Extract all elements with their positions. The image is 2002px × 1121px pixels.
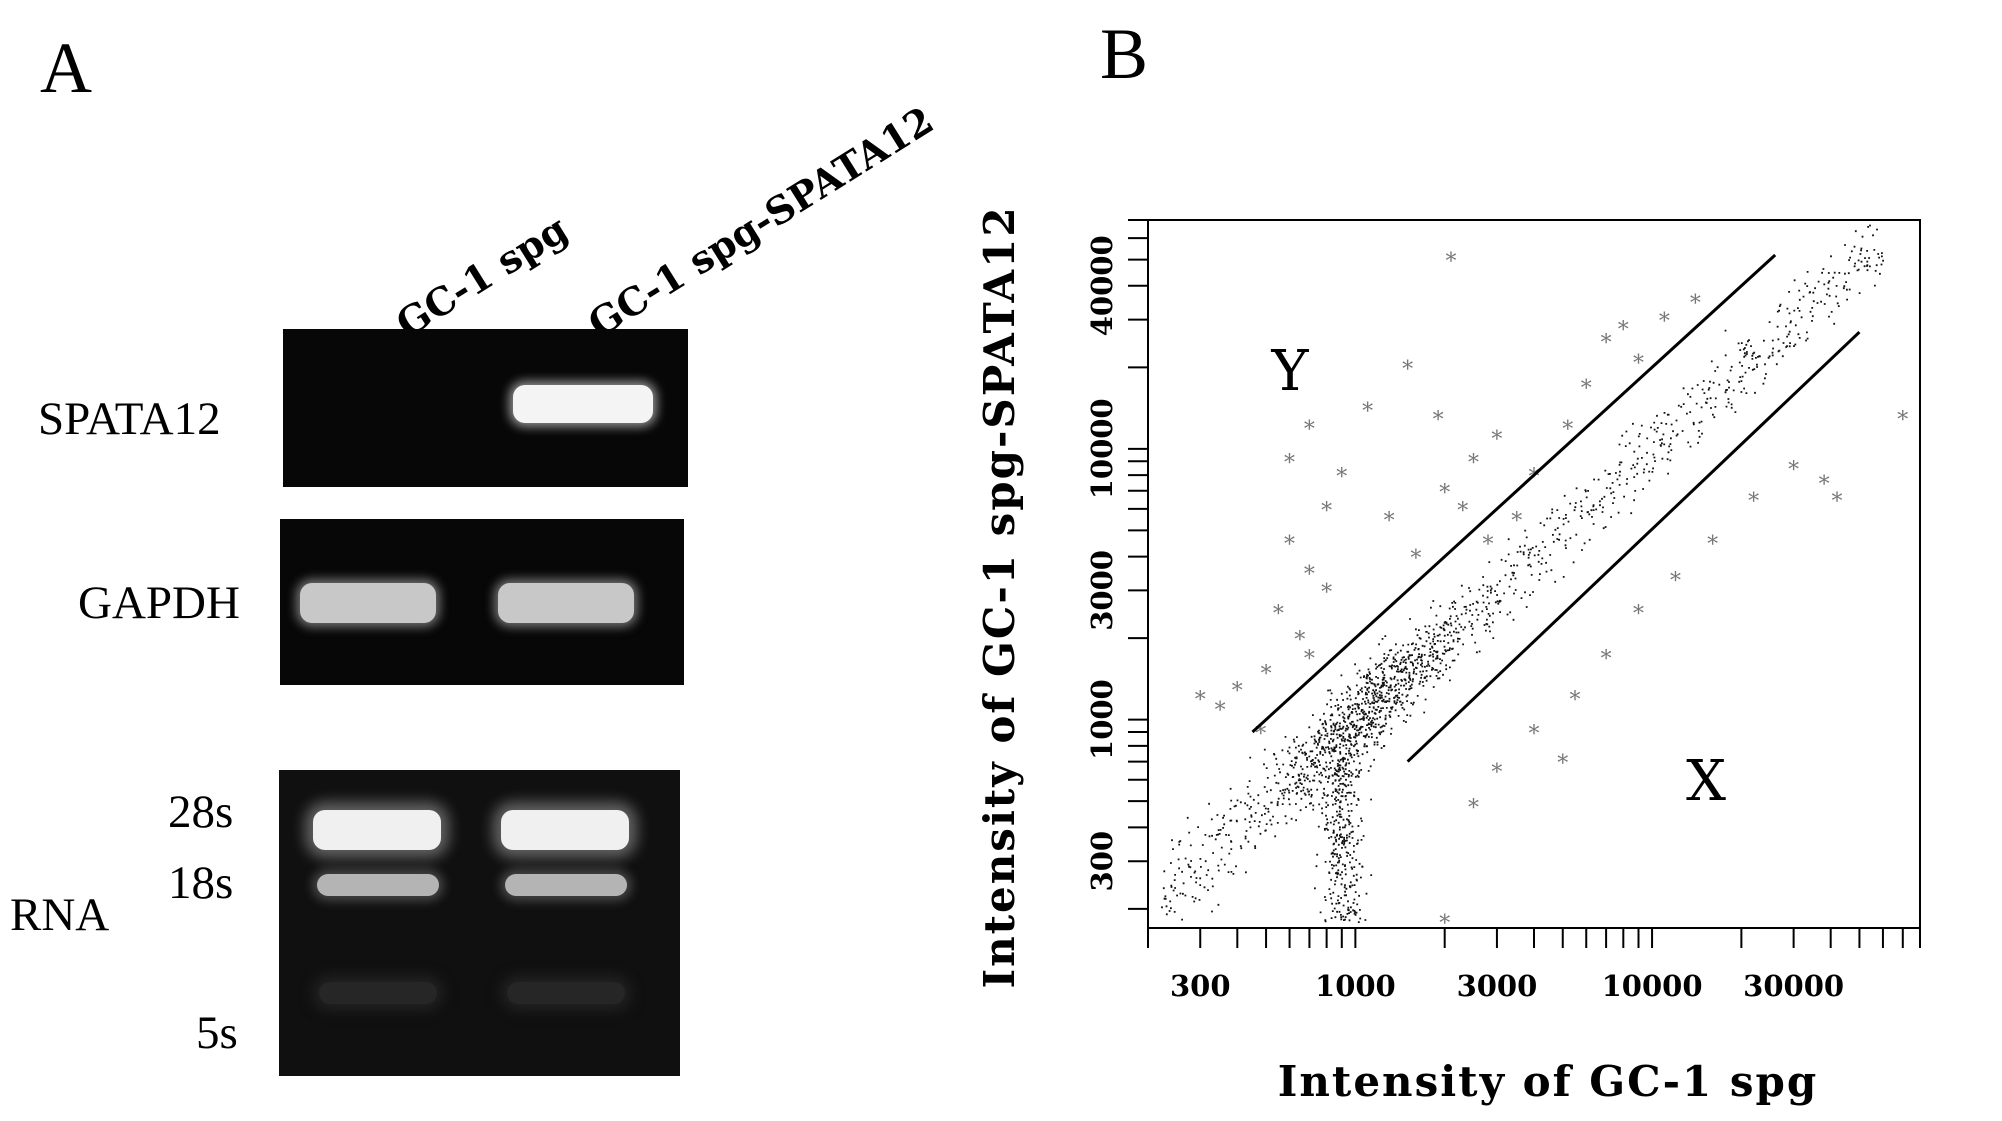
region-label-y: Y [1271,339,1310,404]
x-tick-label: 30000 [1743,969,1844,1003]
outlier-marker: * [1788,458,1799,483]
row-label-rna: RNA [10,889,110,941]
outlier-marker: * [1304,647,1315,672]
outlier-marker: * [1618,318,1629,343]
outlier-marker: * [1601,331,1612,356]
y-tick-label: 300 [1085,831,1119,892]
band-5s-lane2 [507,982,625,1004]
x-tick-label: 10000 [1602,969,1703,1003]
region-label-x: X [1686,749,1726,814]
band-label-18s: 18s [168,857,234,909]
outlier-marker: * [1261,662,1272,687]
band-5s-lane1 [319,982,437,1004]
outlier-marker: * [1232,679,1243,704]
outlier-marker: * [1284,451,1295,476]
cutoff-lines [1251,253,1861,763]
outlier-marker: * [1195,688,1206,713]
cutoff-line-upper [1251,253,1777,734]
outlier-marker: * [1601,647,1612,672]
gel-gapdh [280,519,684,685]
band-gapdh-lane1 [300,583,436,623]
x-tick-label: 1000 [1315,969,1396,1003]
outlier-marker: * [1633,352,1644,377]
y-tick-label: 3000 [1085,550,1119,631]
outlier-marker: * [1670,569,1681,594]
gel-spata12 [283,329,688,487]
y-tick-label: 10000 [1085,398,1119,499]
gel-rna [279,770,680,1076]
outlier-marker: * [1511,509,1522,534]
outlier-marker: * [1562,417,1573,442]
x-tick-label: 3000 [1457,969,1538,1003]
outlier-marker: * [1581,376,1592,401]
outlier-marker: * [1410,547,1421,572]
y-tick-label: 40000 [1085,235,1119,336]
outlier-marker: * [1468,796,1479,821]
row-label-gapdh: GAPDH [78,577,240,629]
outlier-marker: * [1633,602,1644,627]
band-label-28s: 28s [168,786,234,838]
outlier-marker: * [1439,481,1450,506]
panel-a-letter: A [40,28,92,108]
cutoff-line-lower [1406,330,1861,763]
row-label-spata12: SPATA12 [38,393,221,445]
outlier-marker: * [1897,408,1908,433]
x-axis-title: Intensity of GC-1 spg [1278,1057,1819,1106]
outlier-marker: * [1439,911,1450,936]
x-tick-label: 300 [1170,969,1231,1003]
outlier-marker: * [1819,473,1830,498]
x-axis: 300 1000 3000 10000 30000 [1147,928,1921,1003]
outlier-marker: * [1529,465,1540,490]
point-cloud-path [1161,224,1884,924]
outlier-marker: * [1468,451,1479,476]
outlier-marker: * [1321,580,1332,605]
outlier-marker: * [1491,428,1502,453]
y-tick-label: 1000 [1085,679,1119,760]
point-cloud [1161,224,1884,924]
outlier-markers: **************** **************** ********… [1195,250,1909,937]
outlier-marker: * [1433,408,1444,433]
outlier-marker: * [1748,489,1759,514]
outlier-marker: * [1707,533,1718,558]
outlier-marker: * [1284,533,1295,558]
band-gapdh-lane2 [498,583,634,623]
outlier-marker: * [1445,250,1456,275]
y-axis: 300 1000 3000 10000 40000 [1085,219,1148,910]
plot-frame [1147,219,1921,929]
panel-b-letter: B [1100,14,1149,94]
outlier-marker: * [1491,760,1502,785]
outlier-marker: * [1304,417,1315,442]
outlier-marker: * [1294,628,1305,653]
band-28s-lane2 [501,810,629,850]
outlier-marker: * [1215,698,1226,723]
outlier-marker: * [1402,357,1413,382]
outlier-marker: * [1570,688,1581,713]
outlier-marker: * [1321,499,1332,524]
outlier-marker: * [1557,752,1568,777]
outlier-marker: * [1273,602,1284,627]
band-spata12-lane2 [513,385,653,423]
band-28s-lane1 [313,810,441,850]
outlier-marker: * [1529,722,1540,747]
outlier-marker: * [1304,562,1315,587]
outlier-marker: * [1255,722,1266,747]
outlier-marker: * [1457,499,1468,524]
band-label-5s: 5s [196,1007,238,1059]
outlier-marker: * [1659,310,1670,335]
band-18s-lane1 [317,874,439,896]
outlier-marker: * [1384,509,1395,534]
outlier-marker: * [1831,489,1842,514]
outlier-marker: * [1690,292,1701,317]
band-18s-lane2 [505,874,627,896]
y-axis-title: Intensity of GC-1 spg-SPATA12 [975,205,1024,988]
outlier-marker: * [1362,399,1373,424]
outlier-marker: * [1483,533,1494,558]
outlier-marker: * [1336,465,1347,490]
